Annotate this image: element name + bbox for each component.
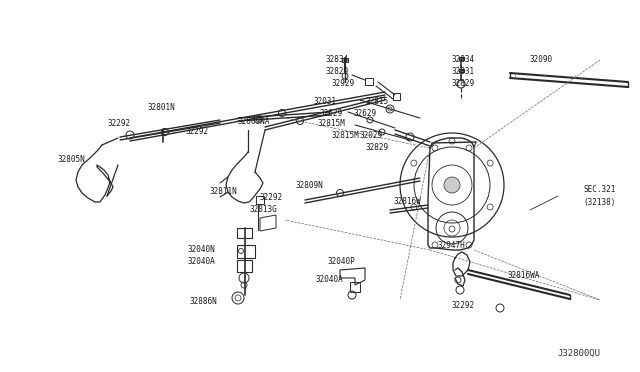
Text: 32090: 32090 [530, 55, 553, 64]
Text: 32292: 32292 [451, 301, 474, 310]
Text: 32292: 32292 [260, 192, 283, 202]
Text: 32813G: 32813G [249, 205, 276, 214]
Text: 32031: 32031 [314, 96, 337, 106]
Text: 32815M: 32815M [318, 119, 346, 128]
Text: 32040P: 32040P [328, 257, 356, 266]
Text: 32947H: 32947H [438, 241, 466, 250]
Polygon shape [459, 69, 464, 72]
Text: 32886N: 32886N [190, 296, 218, 305]
Text: J32800QU: J32800QU [557, 349, 600, 358]
Text: SEC.321: SEC.321 [583, 186, 616, 195]
Text: 32829: 32829 [326, 67, 349, 77]
Text: 32929: 32929 [332, 80, 355, 89]
Text: 32834: 32834 [452, 55, 475, 64]
Text: 32629: 32629 [354, 109, 377, 118]
Text: 32805N: 32805N [58, 155, 86, 164]
Text: 32040A: 32040A [188, 257, 216, 266]
Text: 32834: 32834 [326, 55, 349, 64]
Text: 32815: 32815 [366, 96, 389, 106]
Text: 32292: 32292 [108, 119, 131, 128]
Text: 32816W: 32816W [393, 198, 420, 206]
Text: 32029: 32029 [360, 131, 383, 140]
Text: 32292: 32292 [185, 126, 208, 135]
Text: 32629: 32629 [320, 109, 343, 118]
Text: 32829: 32829 [365, 142, 388, 151]
Text: 32809NA: 32809NA [237, 118, 269, 126]
Text: 32829: 32829 [452, 80, 475, 89]
Text: 32831: 32831 [452, 67, 475, 77]
Text: 32040A: 32040A [316, 275, 344, 283]
Circle shape [444, 177, 460, 193]
Text: 32040N: 32040N [188, 244, 216, 253]
Text: (32138): (32138) [583, 198, 616, 206]
Text: 32811N: 32811N [210, 186, 237, 196]
Text: 32815M: 32815M [332, 131, 360, 140]
Text: 32801N: 32801N [148, 103, 176, 112]
Text: 32816WA: 32816WA [508, 272, 540, 280]
Polygon shape [342, 58, 348, 62]
Text: 32809N: 32809N [295, 180, 323, 189]
Polygon shape [459, 57, 464, 60]
